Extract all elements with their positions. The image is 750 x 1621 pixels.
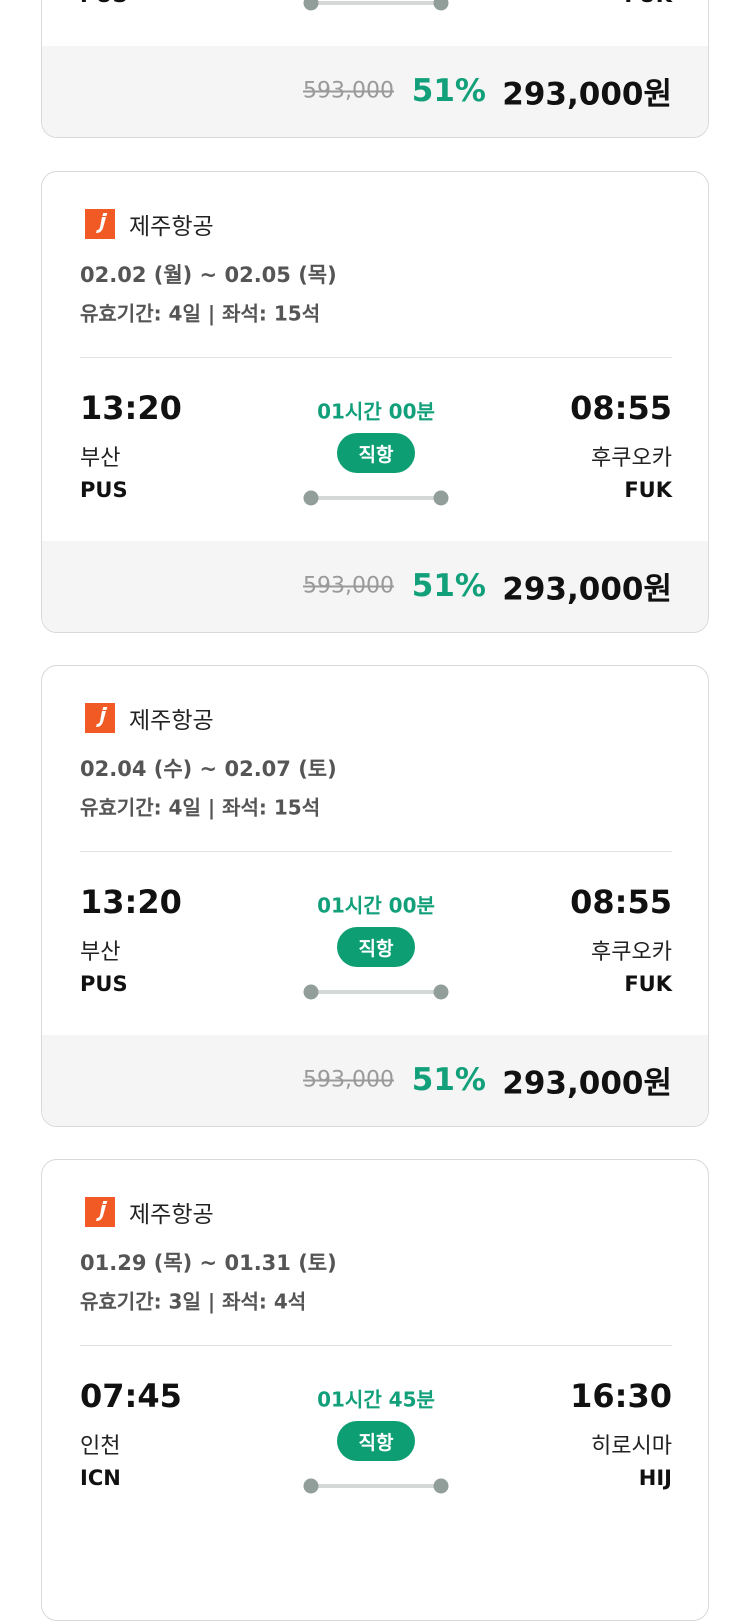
logo-icon: [85, 1197, 115, 1227]
duration: 01시간 45분: [317, 1387, 435, 1412]
direct-badge: 직항: [337, 433, 415, 473]
price-footer: 593,000 51% 293,000원: [42, 1035, 708, 1126]
duration: 01시간 00분: [317, 399, 435, 424]
arrive-time: 08:55: [570, 389, 672, 427]
direct-badge: 직항: [337, 927, 415, 967]
sale-price: 293,000원: [502, 571, 672, 608]
route-graphic: [303, 984, 449, 1000]
divider: [80, 851, 672, 852]
destination-city: 후쿠오카: [591, 446, 672, 471]
origin-city: 인천: [80, 1434, 121, 1459]
origin-code: PUS: [80, 478, 128, 502]
divider: [80, 1345, 672, 1346]
original-price: 593,000: [303, 1067, 394, 1093]
origin-code: PUS: [80, 972, 128, 996]
price-footer: 593,000 51% 293,000원: [42, 46, 708, 137]
airline-name: 제주항공: [129, 214, 214, 240]
depart-time: 13:20: [80, 389, 182, 427]
destination-code: FUK: [624, 478, 672, 502]
travel-dates: 02.02 (월) ~ 02.05 (목): [80, 263, 337, 287]
route-graphic: [303, 0, 449, 11]
validity-seats: 유효기간: 3일 | 좌석: 4석: [80, 1289, 307, 1314]
flight-card[interactable]: 제주항공 02.02 (월) ~ 02.05 (목) 유효기간: 4일 | 좌석: …: [41, 171, 709, 633]
discount-rate: 51%: [411, 73, 486, 109]
original-price: 593,000: [303, 78, 394, 104]
destination-city: 후쿠오카: [591, 940, 672, 965]
divider: [80, 357, 672, 358]
route-line: [303, 984, 449, 1000]
route-line: [303, 0, 449, 11]
sale-price: 293,000원: [502, 76, 672, 113]
depart-time: 07:45: [80, 1377, 182, 1415]
original-price: 593,000: [303, 573, 394, 599]
route-line: [303, 490, 449, 506]
route-graphic: [303, 1478, 449, 1494]
origin-city: 부산: [80, 940, 121, 965]
page: {"cards": [ {"origin_code": "PUS", "dest…: [41, 0, 709, 1621]
flight-card[interactable]: 제주항공 01.29 (목) ~ 01.31 (토) 유효기간: 3일 | 좌석: …: [41, 1159, 709, 1621]
logo-icon: [85, 703, 115, 733]
airline-logo: [85, 703, 115, 733]
airline-logo: [85, 1197, 115, 1227]
validity-seats: 유효기간: 4일 | 좌석: 15석: [80, 301, 321, 326]
route-graphic: [303, 490, 449, 506]
discount-rate: 51%: [411, 568, 486, 604]
flight-card[interactable]: 제주항공 02.04 (수) ~ 02.07 (토) 유효기간: 4일 | 좌석: …: [41, 665, 709, 1127]
arrive-time: 08:55: [570, 883, 672, 921]
destination-code: FUK: [624, 0, 672, 7]
flight-card[interactable]: PUS FUK 593,000 51% 293,000원: [41, 0, 709, 138]
validity-seats: 유효기간: 4일 | 좌석: 15석: [80, 795, 321, 820]
sale-price: 293,000원: [502, 1065, 672, 1102]
arrive-time: 16:30: [570, 1377, 672, 1415]
airline-name: 제주항공: [129, 708, 214, 734]
airline-logo: [85, 209, 115, 239]
depart-time: 13:20: [80, 883, 182, 921]
origin-code: PUS: [80, 0, 128, 7]
origin-code: ICN: [80, 1466, 121, 1490]
discount-rate: 51%: [411, 1062, 486, 1098]
travel-dates: 02.04 (수) ~ 02.07 (토): [80, 757, 337, 781]
duration: 01시간 00분: [317, 893, 435, 918]
direct-badge: 직항: [337, 1421, 415, 1461]
route-line: [303, 1478, 449, 1494]
destination-code: HIJ: [638, 1466, 672, 1490]
logo-icon: [85, 209, 115, 239]
price-footer: 593,000 51% 293,000원: [42, 541, 708, 632]
origin-city: 부산: [80, 446, 121, 471]
destination-code: FUK: [624, 972, 672, 996]
travel-dates: 01.29 (목) ~ 01.31 (토): [80, 1251, 337, 1275]
airline-name: 제주항공: [129, 1202, 214, 1228]
destination-city: 히로시마: [591, 1434, 672, 1459]
